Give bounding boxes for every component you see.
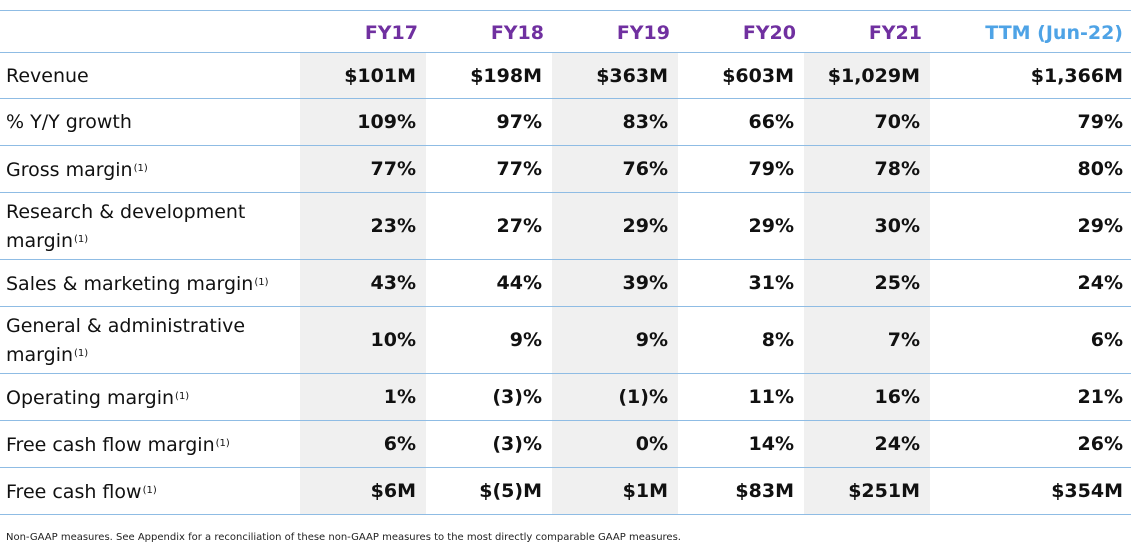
table-cell: 79%: [678, 145, 804, 193]
column-header-fy17: FY17: [300, 10, 426, 53]
footnote-marker: (1): [215, 437, 230, 449]
table-cell: 16%: [804, 373, 930, 421]
column-header-fy20: FY20: [678, 10, 804, 53]
table-cell: 78%: [804, 145, 930, 193]
column-header-ttm: TTM (Jun-22): [930, 10, 1131, 53]
table-cell: 9%: [426, 306, 552, 374]
row-label-text: Revenue: [6, 64, 89, 87]
table-cell: 29%: [678, 192, 804, 260]
table-cell: 14%: [678, 420, 804, 468]
row-label: Free cash flow(1): [0, 467, 300, 515]
table-cell: (3)%: [426, 420, 552, 468]
table-cell: $198M: [426, 52, 552, 99]
table-cell: 76%: [552, 145, 678, 193]
column-header-fy18: FY18: [426, 10, 552, 53]
row-label: General & administrative margin(1): [0, 306, 300, 374]
table-cell: 77%: [300, 145, 426, 193]
table-cell: 6%: [930, 306, 1131, 374]
row-label-text: Gross margin: [6, 158, 133, 181]
table-row-research-development-margin: Research & development margin(1) 23% 27%…: [0, 192, 1131, 260]
footnote-marker: (1): [142, 484, 157, 496]
table-cell: 30%: [804, 192, 930, 260]
table-cell: 7%: [804, 306, 930, 374]
table-cell: 8%: [678, 306, 804, 374]
table-cell: $603M: [678, 52, 804, 99]
table-cell: 24%: [930, 259, 1131, 307]
table-cell: $1,366M: [930, 52, 1131, 99]
table-cell: 109%: [300, 98, 426, 146]
table-cell: 44%: [426, 259, 552, 307]
row-label-text: Free cash flow margin: [6, 433, 215, 456]
table-cell: 80%: [930, 145, 1131, 193]
row-label-text: Research & development margin: [6, 200, 246, 252]
footnote-marker: (1): [74, 233, 89, 245]
table-cell: (1)%: [552, 373, 678, 421]
row-label: Operating margin(1): [0, 373, 300, 421]
row-label: Free cash flow margin(1): [0, 420, 300, 468]
table-row-yy-growth: % Y/Y growth 109% 97% 83% 66% 70% 79%: [0, 98, 1131, 146]
table-cell: $1M: [552, 467, 678, 515]
table-cell: $83M: [678, 467, 804, 515]
table-cell: (3)%: [426, 373, 552, 421]
table-cell: 29%: [930, 192, 1131, 260]
row-label-text: General & administrative margin: [6, 314, 246, 366]
table-row-sales-marketing-margin: Sales & marketing margin(1) 43% 44% 39% …: [0, 259, 1131, 307]
table-cell: 97%: [426, 98, 552, 146]
column-header-fy21: FY21: [804, 10, 930, 53]
table-cell: $363M: [552, 52, 678, 99]
row-label-text: Sales & marketing margin: [6, 272, 254, 295]
footnote-marker: (1): [74, 347, 89, 359]
table-cell: 6%: [300, 420, 426, 468]
table-cell: 1%: [300, 373, 426, 421]
metric-column-header: [0, 10, 300, 53]
row-label: % Y/Y growth: [0, 98, 300, 146]
table-cell: 79%: [930, 98, 1131, 146]
table-cell: $101M: [300, 52, 426, 99]
table-cell: 83%: [552, 98, 678, 146]
table-cell: 43%: [300, 259, 426, 307]
table-cell: 66%: [678, 98, 804, 146]
table-cell: 0%: [552, 420, 678, 468]
table-cell: 70%: [804, 98, 930, 146]
footnote-marker: (1): [254, 276, 269, 288]
header-row: FY17 FY18 FY19 FY20 FY21 TTM (Jun-22): [0, 10, 1131, 53]
table-row-general-administrative-margin: General & administrative margin(1) 10% 9…: [0, 306, 1131, 374]
table-row-revenue: Revenue $101M $198M $363M $603M $1,029M …: [0, 52, 1131, 99]
table-cell: 24%: [804, 420, 930, 468]
row-label: Revenue: [0, 52, 300, 99]
row-label-text: Operating margin: [6, 386, 175, 409]
table-cell: 26%: [930, 420, 1131, 468]
table-cell: 9%: [552, 306, 678, 374]
table-cell: $(5)M: [426, 467, 552, 515]
table-cell: $354M: [930, 467, 1131, 515]
table-cell: $251M: [804, 467, 930, 515]
financial-metrics-table: FY17 FY18 FY19 FY20 FY21 TTM (Jun-22) Re…: [0, 10, 1131, 515]
table-row-gross-margin: Gross margin(1) 77% 77% 76% 79% 78% 80%: [0, 145, 1131, 193]
table-cell: 31%: [678, 259, 804, 307]
table-cell: 23%: [300, 192, 426, 260]
row-label-text: % Y/Y growth: [6, 111, 132, 133]
table-cell: $6M: [300, 467, 426, 515]
table-cell: 77%: [426, 145, 552, 193]
row-label: Gross margin(1): [0, 145, 300, 193]
non-gaap-footnote: Non-GAAP measures. See Appendix for a re…: [6, 532, 681, 543]
table-cell: 21%: [930, 373, 1131, 421]
table-cell: 39%: [552, 259, 678, 307]
table-row-operating-margin: Operating margin(1) 1% (3)% (1)% 11% 16%…: [0, 373, 1131, 421]
table-row-free-cash-flow-margin: Free cash flow margin(1) 6% (3)% 0% 14% …: [0, 420, 1131, 468]
row-label-text: Free cash flow: [6, 480, 142, 503]
table-cell: 11%: [678, 373, 804, 421]
footnote-marker: (1): [133, 162, 148, 174]
column-header-fy19: FY19: [552, 10, 678, 53]
table-cell: 27%: [426, 192, 552, 260]
table-row-free-cash-flow: Free cash flow(1) $6M $(5)M $1M $83M $25…: [0, 467, 1131, 515]
row-label: Sales & marketing margin(1): [0, 259, 300, 307]
table-cell: 10%: [300, 306, 426, 374]
footnote-marker: (1): [175, 390, 190, 402]
table-cell: 29%: [552, 192, 678, 260]
table-cell: 25%: [804, 259, 930, 307]
table-cell: $1,029M: [804, 52, 930, 99]
row-label: Research & development margin(1): [0, 192, 300, 260]
